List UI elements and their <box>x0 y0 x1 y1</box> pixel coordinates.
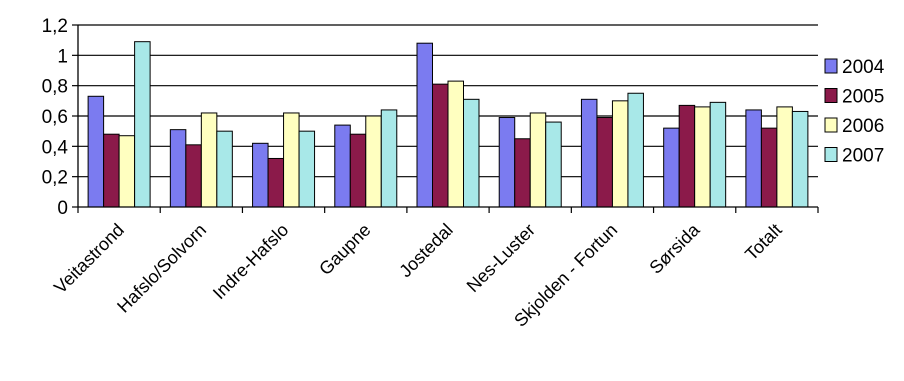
legend-swatch <box>824 147 838 162</box>
legend-label: 2005 <box>842 87 884 108</box>
category-label: Nes-Luster <box>463 220 539 296</box>
legend-swatch <box>824 117 838 133</box>
bar-2004-1 <box>87 95 105 208</box>
bar-2005-1 <box>103 133 120 208</box>
bar-2005-7 <box>596 117 613 208</box>
legend-label: 2004 <box>842 57 885 78</box>
y-tick-label: 1 <box>57 46 68 67</box>
legend-label: 2007 <box>842 146 884 167</box>
bar-2006-6 <box>529 112 547 208</box>
bar-2005-2 <box>185 144 202 208</box>
bar-2007-7 <box>627 92 644 208</box>
bar-2007-2 <box>216 130 233 208</box>
bar-2006-1 <box>118 135 136 208</box>
y-tick-label: 0,2 <box>42 168 68 189</box>
category-label: Jostedal <box>395 220 457 282</box>
y-tick-label: 0,6 <box>42 107 68 128</box>
bar-2007-1 <box>134 41 151 208</box>
legend: 2004 2005 2006 2007 <box>824 57 885 167</box>
bar-2004-9 <box>745 109 762 208</box>
bar-2007-4 <box>380 109 398 208</box>
bar-2006-8 <box>694 106 711 208</box>
bar-2005-5 <box>432 83 449 208</box>
category-label: Indre-Hafslo <box>209 220 292 303</box>
bar-2006-5 <box>447 80 464 208</box>
bar-2005-8 <box>678 104 696 208</box>
legend-swatch <box>824 88 838 103</box>
bar-2004-3 <box>252 142 269 208</box>
category-label: Veitastrond <box>50 220 128 298</box>
bar-2004-7 <box>580 98 598 208</box>
bars <box>87 41 809 208</box>
legend-swatch <box>824 58 838 74</box>
y-tick-label: 0 <box>57 198 68 219</box>
y-tick-label: 0,8 <box>42 77 68 98</box>
bar-2007-3 <box>298 130 316 208</box>
bar-2006-2 <box>200 112 218 208</box>
bar-2006-4 <box>365 115 382 208</box>
bar-2007-9 <box>791 110 809 208</box>
bar-2004-6 <box>498 117 516 208</box>
bar-2006-3 <box>283 112 300 208</box>
bar-2007-5 <box>463 98 480 208</box>
y-tick-label: 1,2 <box>42 16 68 37</box>
category-label: Sørsida <box>646 219 705 278</box>
bar-2005-3 <box>267 157 285 208</box>
bar-2004-2 <box>169 129 187 208</box>
bar-2007-8 <box>709 101 727 208</box>
bar-2005-6 <box>514 138 531 208</box>
bar-2004-8 <box>663 127 680 208</box>
bar-2004-4 <box>334 124 351 208</box>
y-tick-labels: 0 0,2 0,4 0,6 0,8 1 1,2 <box>42 16 69 219</box>
axes <box>72 24 819 213</box>
category-label: Hafslo/Solvorn <box>113 220 210 317</box>
bar-2007-6 <box>545 121 562 208</box>
bar-2006-7 <box>611 100 629 208</box>
legend-label: 2006 <box>842 116 884 137</box>
bar-2004-5 <box>416 42 433 208</box>
category-label: Totalt <box>741 220 786 265</box>
category-label: Gaupne <box>315 220 374 279</box>
bar-2005-9 <box>760 127 778 208</box>
bar-2006-9 <box>776 106 793 208</box>
bar-2005-4 <box>349 133 367 208</box>
y-tick-label: 0,4 <box>42 137 69 158</box>
